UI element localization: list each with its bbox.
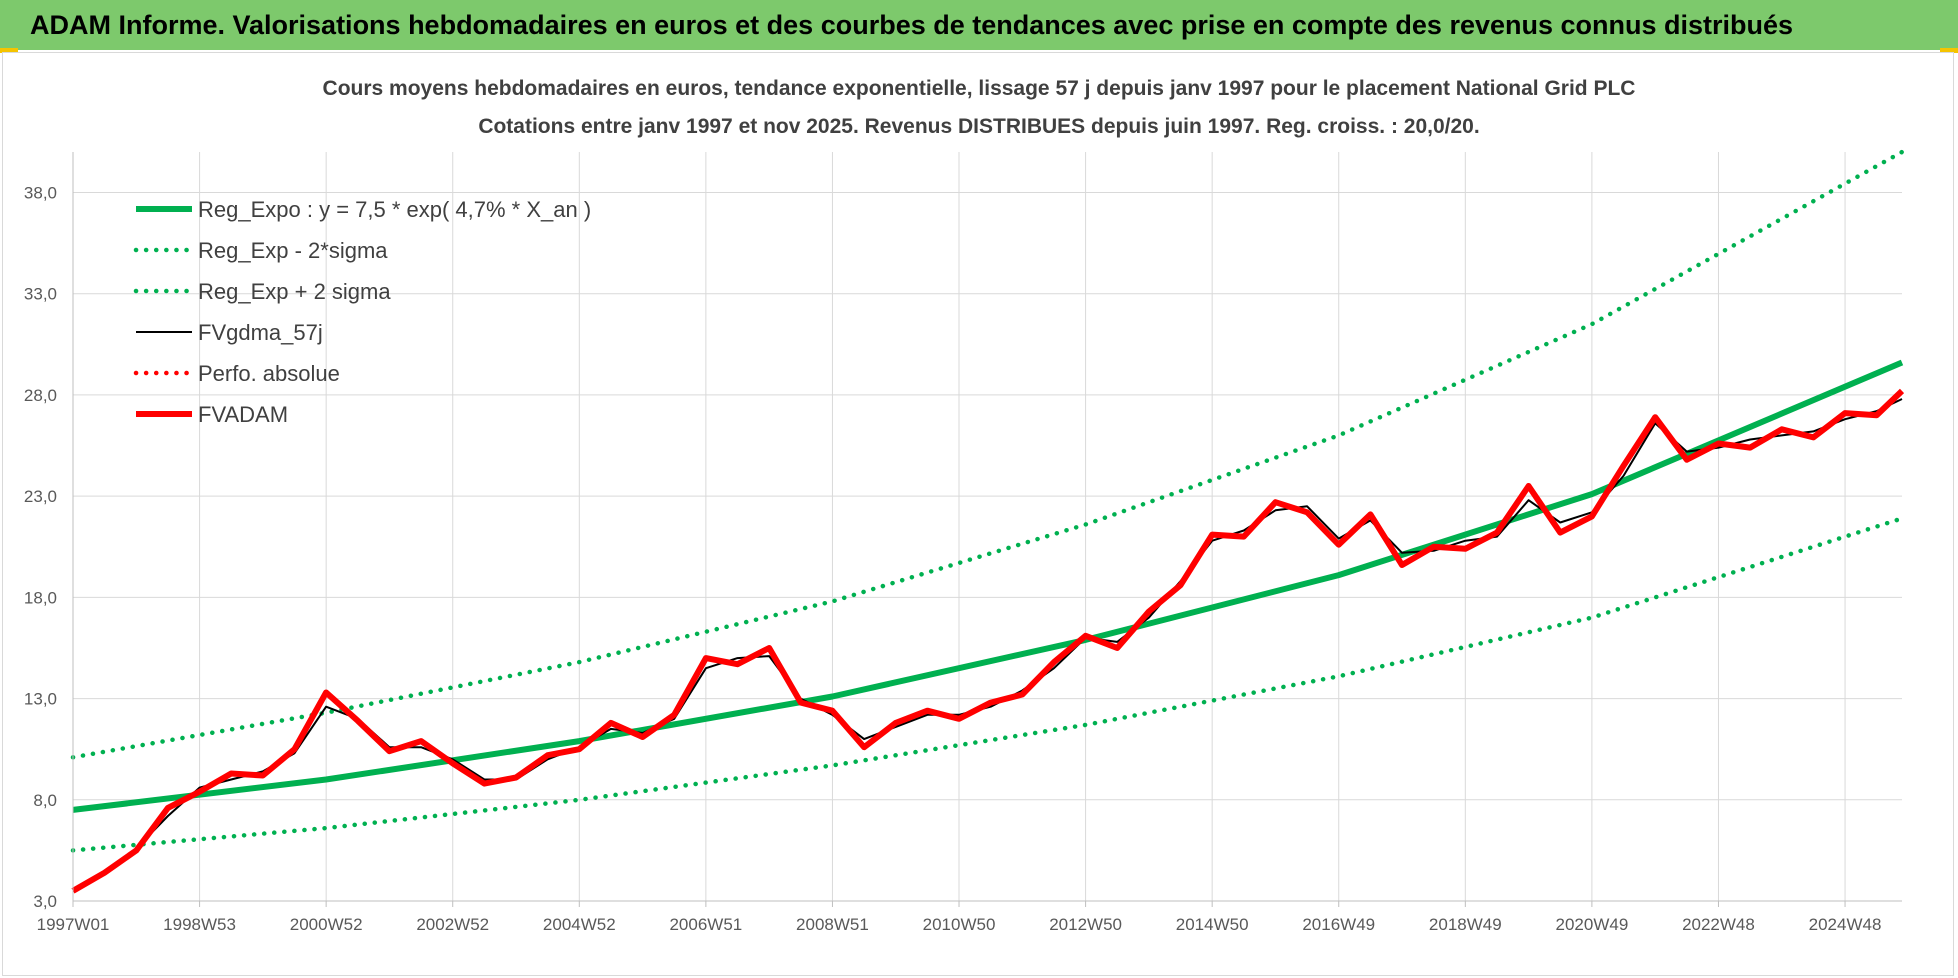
y-tick-label: 3,0 [33, 892, 57, 911]
series-layer [70, 149, 1905, 894]
y-axis: 3,0 8,0 13,0 18,0 23,0 28,0 33,0 38,0 [24, 152, 74, 911]
x-tick-label: 2016W49 [1302, 915, 1375, 934]
series-line-3 [72, 398, 1903, 890]
line-chart: Cours moyens hebdomadaires en euros, ten… [24, 77, 1905, 934]
y-tick-label: 38,0 [24, 183, 57, 202]
x-tick-label: 1997W01 [37, 915, 110, 934]
y-tick-label: 13,0 [24, 690, 57, 709]
y-tick-label: 33,0 [24, 285, 57, 304]
x-tick-label: 2018W49 [1429, 915, 1502, 934]
y-tick-label: 8,0 [33, 791, 57, 810]
y-tick-label: 28,0 [24, 386, 57, 405]
legend: Reg_Expo : y = 7,5 * exp( 4,7% * X_an ) R… [133, 197, 591, 427]
x-tick-label: 2010W50 [923, 915, 996, 934]
x-tick-label: 2012W50 [1049, 915, 1122, 934]
x-axis: 1997W01 1998W53 2000W52 2002W52 2004W52 2006W… [37, 900, 1902, 934]
series-line-2 [70, 149, 1905, 760]
y-tick-label: 23,0 [24, 487, 57, 506]
corner-accent-left [0, 48, 18, 53]
y-tick-label: 18,0 [24, 588, 57, 607]
x-tick-label: 2008W51 [796, 915, 869, 934]
x-tick-label: 2000W52 [290, 915, 363, 934]
series-line-0 [72, 359, 1904, 813]
legend-label: Perfo. absolue [198, 361, 340, 386]
legend-label: FVgdma_57j [198, 320, 323, 345]
x-tick-label: 2024W48 [1809, 915, 1882, 934]
x-tick-label: 2022W48 [1682, 915, 1755, 934]
legend-label: Reg_Exp + 2 sigma [198, 279, 391, 304]
chart-title: Cours moyens hebdomadaires en euros, ten… [323, 77, 1636, 100]
x-tick-label: 2014W50 [1176, 915, 1249, 934]
grid-layer [72, 152, 1902, 902]
chart-subtitle: Cotations entre janv 1997 et nov 2025. R… [478, 115, 1479, 138]
x-tick-label: 2004W52 [543, 915, 616, 934]
banner-title: ADAM Informe. Valorisations hebdomadaire… [0, 0, 1958, 50]
x-tick-label: 2020W49 [1556, 915, 1629, 934]
series-line-5 [71, 388, 1905, 894]
legend-label: Reg_Exp - 2*sigma [198, 238, 388, 263]
corner-accent-right [1940, 48, 1958, 53]
legend-label: FVADAM [198, 402, 288, 427]
x-tick-label: 2002W52 [416, 915, 489, 934]
series-line-1 [70, 516, 1905, 853]
legend-label: Reg_Expo : y = 7,5 * exp( 4,7% * X_an ) [198, 197, 591, 222]
chart-frame [2, 52, 1954, 976]
x-tick-label: 2006W51 [669, 915, 742, 934]
x-tick-label: 1998W53 [163, 915, 236, 934]
